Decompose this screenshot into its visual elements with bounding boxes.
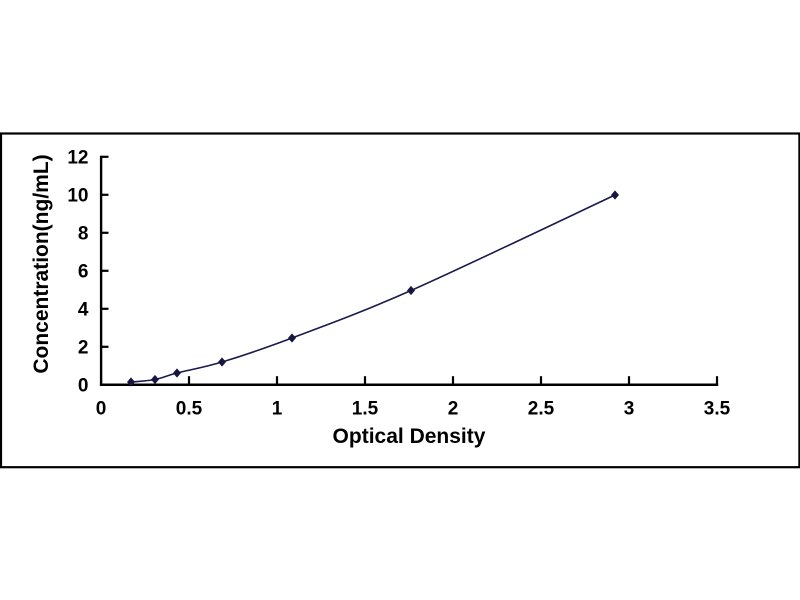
svg-text:0: 0	[78, 376, 89, 397]
svg-text:2: 2	[78, 338, 89, 359]
svg-text:2: 2	[448, 398, 459, 419]
svg-text:Concentration(ng/mL): Concentration(ng/mL)	[30, 154, 53, 373]
svg-text:4: 4	[78, 300, 89, 321]
svg-text:2.5: 2.5	[528, 398, 555, 419]
svg-text:3.5: 3.5	[704, 398, 731, 419]
svg-text:1.5: 1.5	[352, 398, 379, 419]
svg-text:1: 1	[272, 398, 283, 419]
svg-text:10: 10	[67, 186, 88, 207]
svg-text:3: 3	[624, 398, 635, 419]
svg-text:Optical Density: Optical Density	[333, 425, 486, 448]
svg-text:0: 0	[96, 398, 107, 419]
svg-text:8: 8	[78, 224, 89, 245]
svg-text:0.5: 0.5	[176, 398, 203, 419]
svg-text:12: 12	[67, 148, 88, 169]
svg-text:6: 6	[78, 262, 89, 283]
